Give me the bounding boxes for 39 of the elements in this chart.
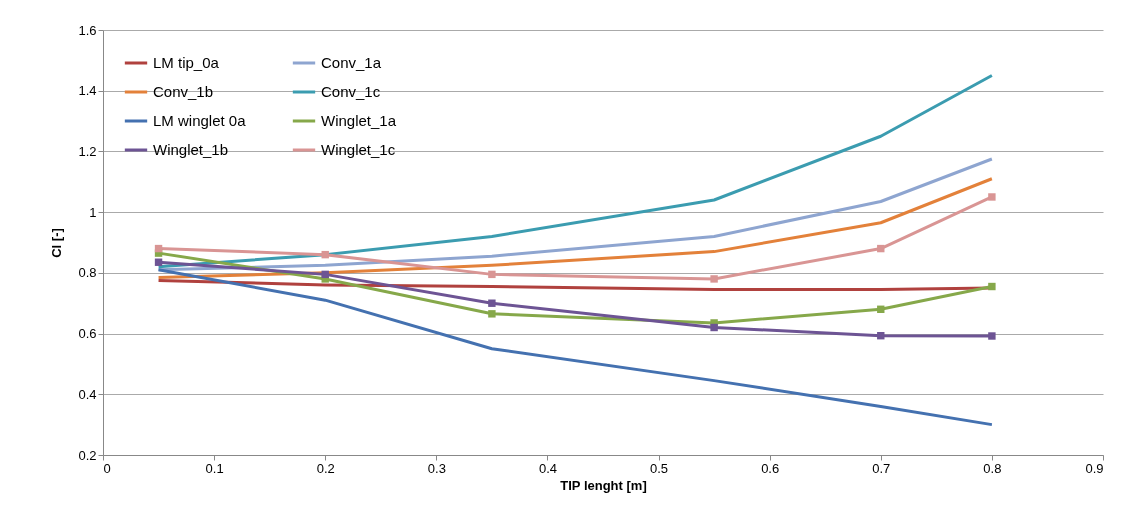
point bbox=[710, 275, 718, 283]
point bbox=[988, 282, 996, 291]
point bbox=[488, 270, 496, 279]
x-tick-label: 0.8 bbox=[983, 460, 1002, 476]
legend-label: Conv_1b bbox=[153, 83, 214, 100]
point bbox=[988, 332, 996, 340]
x-tick-label: 0.6 bbox=[761, 460, 780, 476]
legend-label: Conv_1c bbox=[321, 83, 381, 100]
x-tick-label: 0.7 bbox=[872, 460, 891, 476]
legend-label: Winglet_1c bbox=[321, 141, 396, 158]
legend-label: Winglet_1a bbox=[321, 112, 397, 129]
point bbox=[488, 310, 496, 318]
x-tick-label: 0.3 bbox=[427, 460, 446, 476]
y-tick-label: 0.2 bbox=[78, 447, 97, 463]
line-series bbox=[157, 177, 994, 279]
line-series bbox=[157, 157, 994, 272]
x-tick-label: 0.5 bbox=[650, 460, 669, 476]
x-tick-label: 0.2 bbox=[316, 460, 335, 476]
x-tick-label: 0.4 bbox=[538, 460, 557, 476]
legend-label: LM tip_0a bbox=[153, 54, 220, 71]
x-tick-label: 0.9 bbox=[1085, 460, 1104, 476]
legend-label: LM winglet 0a bbox=[153, 112, 247, 129]
y-tick-label: 0.4 bbox=[78, 386, 97, 402]
y-axis-title: Cl [-] bbox=[49, 228, 65, 258]
x-tick-label: 0 bbox=[103, 460, 111, 476]
line-series bbox=[157, 268, 994, 427]
point bbox=[988, 193, 996, 201]
point bbox=[488, 299, 496, 307]
point bbox=[710, 323, 718, 332]
y-tick-label: 0.6 bbox=[78, 326, 97, 342]
y-tick-label: 1.6 bbox=[78, 22, 97, 38]
y-tick-label: 0.8 bbox=[78, 265, 97, 281]
legend-label: Winglet_1b bbox=[153, 141, 229, 158]
y-tick-label: 1 bbox=[89, 204, 97, 220]
x-axis-title: TIP lenght [m] bbox=[560, 477, 647, 493]
legend-label: Conv_1a bbox=[321, 54, 382, 71]
y-tick-label: 1.4 bbox=[78, 83, 97, 99]
y-tick-label: 1.2 bbox=[78, 143, 97, 159]
x-tick-label: 0.1 bbox=[205, 460, 224, 476]
